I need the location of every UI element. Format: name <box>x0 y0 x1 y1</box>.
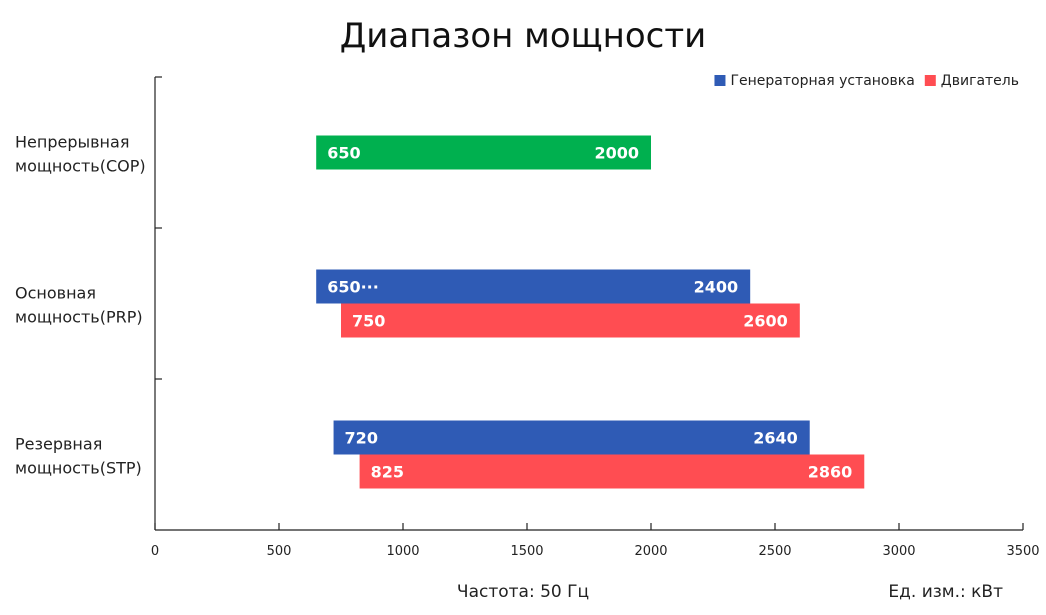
x-tick-label: 500 <box>267 544 292 559</box>
bar-start-label: 720 <box>345 429 378 448</box>
x-tick-label: 2500 <box>758 544 791 559</box>
bar-start-label: 650 <box>327 144 360 163</box>
category-label-line: мощность(STP) <box>15 459 142 478</box>
chart-title: Диапазон мощности <box>340 16 707 56</box>
category-label-line: Непрерывная <box>15 133 129 152</box>
legend-label: Генераторная установка <box>730 73 914 89</box>
bar-start-label: 825 <box>371 463 404 482</box>
category-labels: Непрерывная мощность(COP) Основная мощность… <box>15 133 146 478</box>
bar-end-label: 2000 <box>594 144 639 163</box>
x-tick-label: 2000 <box>634 544 667 559</box>
unit-note: Ед. изм.: кВт <box>888 582 1003 602</box>
range-bar <box>359 454 865 489</box>
y-axis-ticks <box>155 76 162 380</box>
bar-end-label: 2860 <box>808 463 853 482</box>
range-bar <box>341 303 800 338</box>
x-tick-label: 0 <box>151 544 159 559</box>
range-bar <box>316 135 651 170</box>
bar-end-label: 2400 <box>694 278 739 297</box>
bar-start-label: 750 <box>352 312 385 331</box>
category-label-line: мощность(COP) <box>15 157 146 176</box>
bar-end-label: 2640 <box>753 429 798 448</box>
category-label-line: Резервная <box>15 435 102 454</box>
x-axis-ticks: 0 500 1000 1500 2000 2500 3000 3500 <box>151 523 1040 559</box>
category-label-line: Основная <box>15 284 96 303</box>
bar-end-label: 2600 <box>743 312 788 331</box>
x-tick-label: 3000 <box>882 544 915 559</box>
bar-start-label: 650··· <box>327 278 379 297</box>
legend-swatch <box>924 75 936 86</box>
range-bar <box>316 269 751 304</box>
x-tick-label: 1000 <box>386 544 419 559</box>
legend-label: Двигатель <box>941 73 1019 89</box>
category-label: Резервная мощность(STP) <box>15 435 142 478</box>
category-label: Основная мощность(PRP) <box>15 284 143 327</box>
category-label-line: мощность(PRP) <box>15 308 143 327</box>
range-bar <box>333 420 810 455</box>
bars: 650 2000 650··· 2400 750 2600 720 2640 825 2860 <box>316 135 865 489</box>
x-tick-label: 1500 <box>510 544 543 559</box>
legend-swatch <box>714 75 726 86</box>
x-tick-label: 3500 <box>1006 544 1039 559</box>
category-label: Непрерывная мощность(COP) <box>15 133 146 176</box>
legend: Двигатель Генераторная установка <box>714 73 1019 89</box>
frequency-note: Частота: 50 Гц <box>457 582 589 602</box>
